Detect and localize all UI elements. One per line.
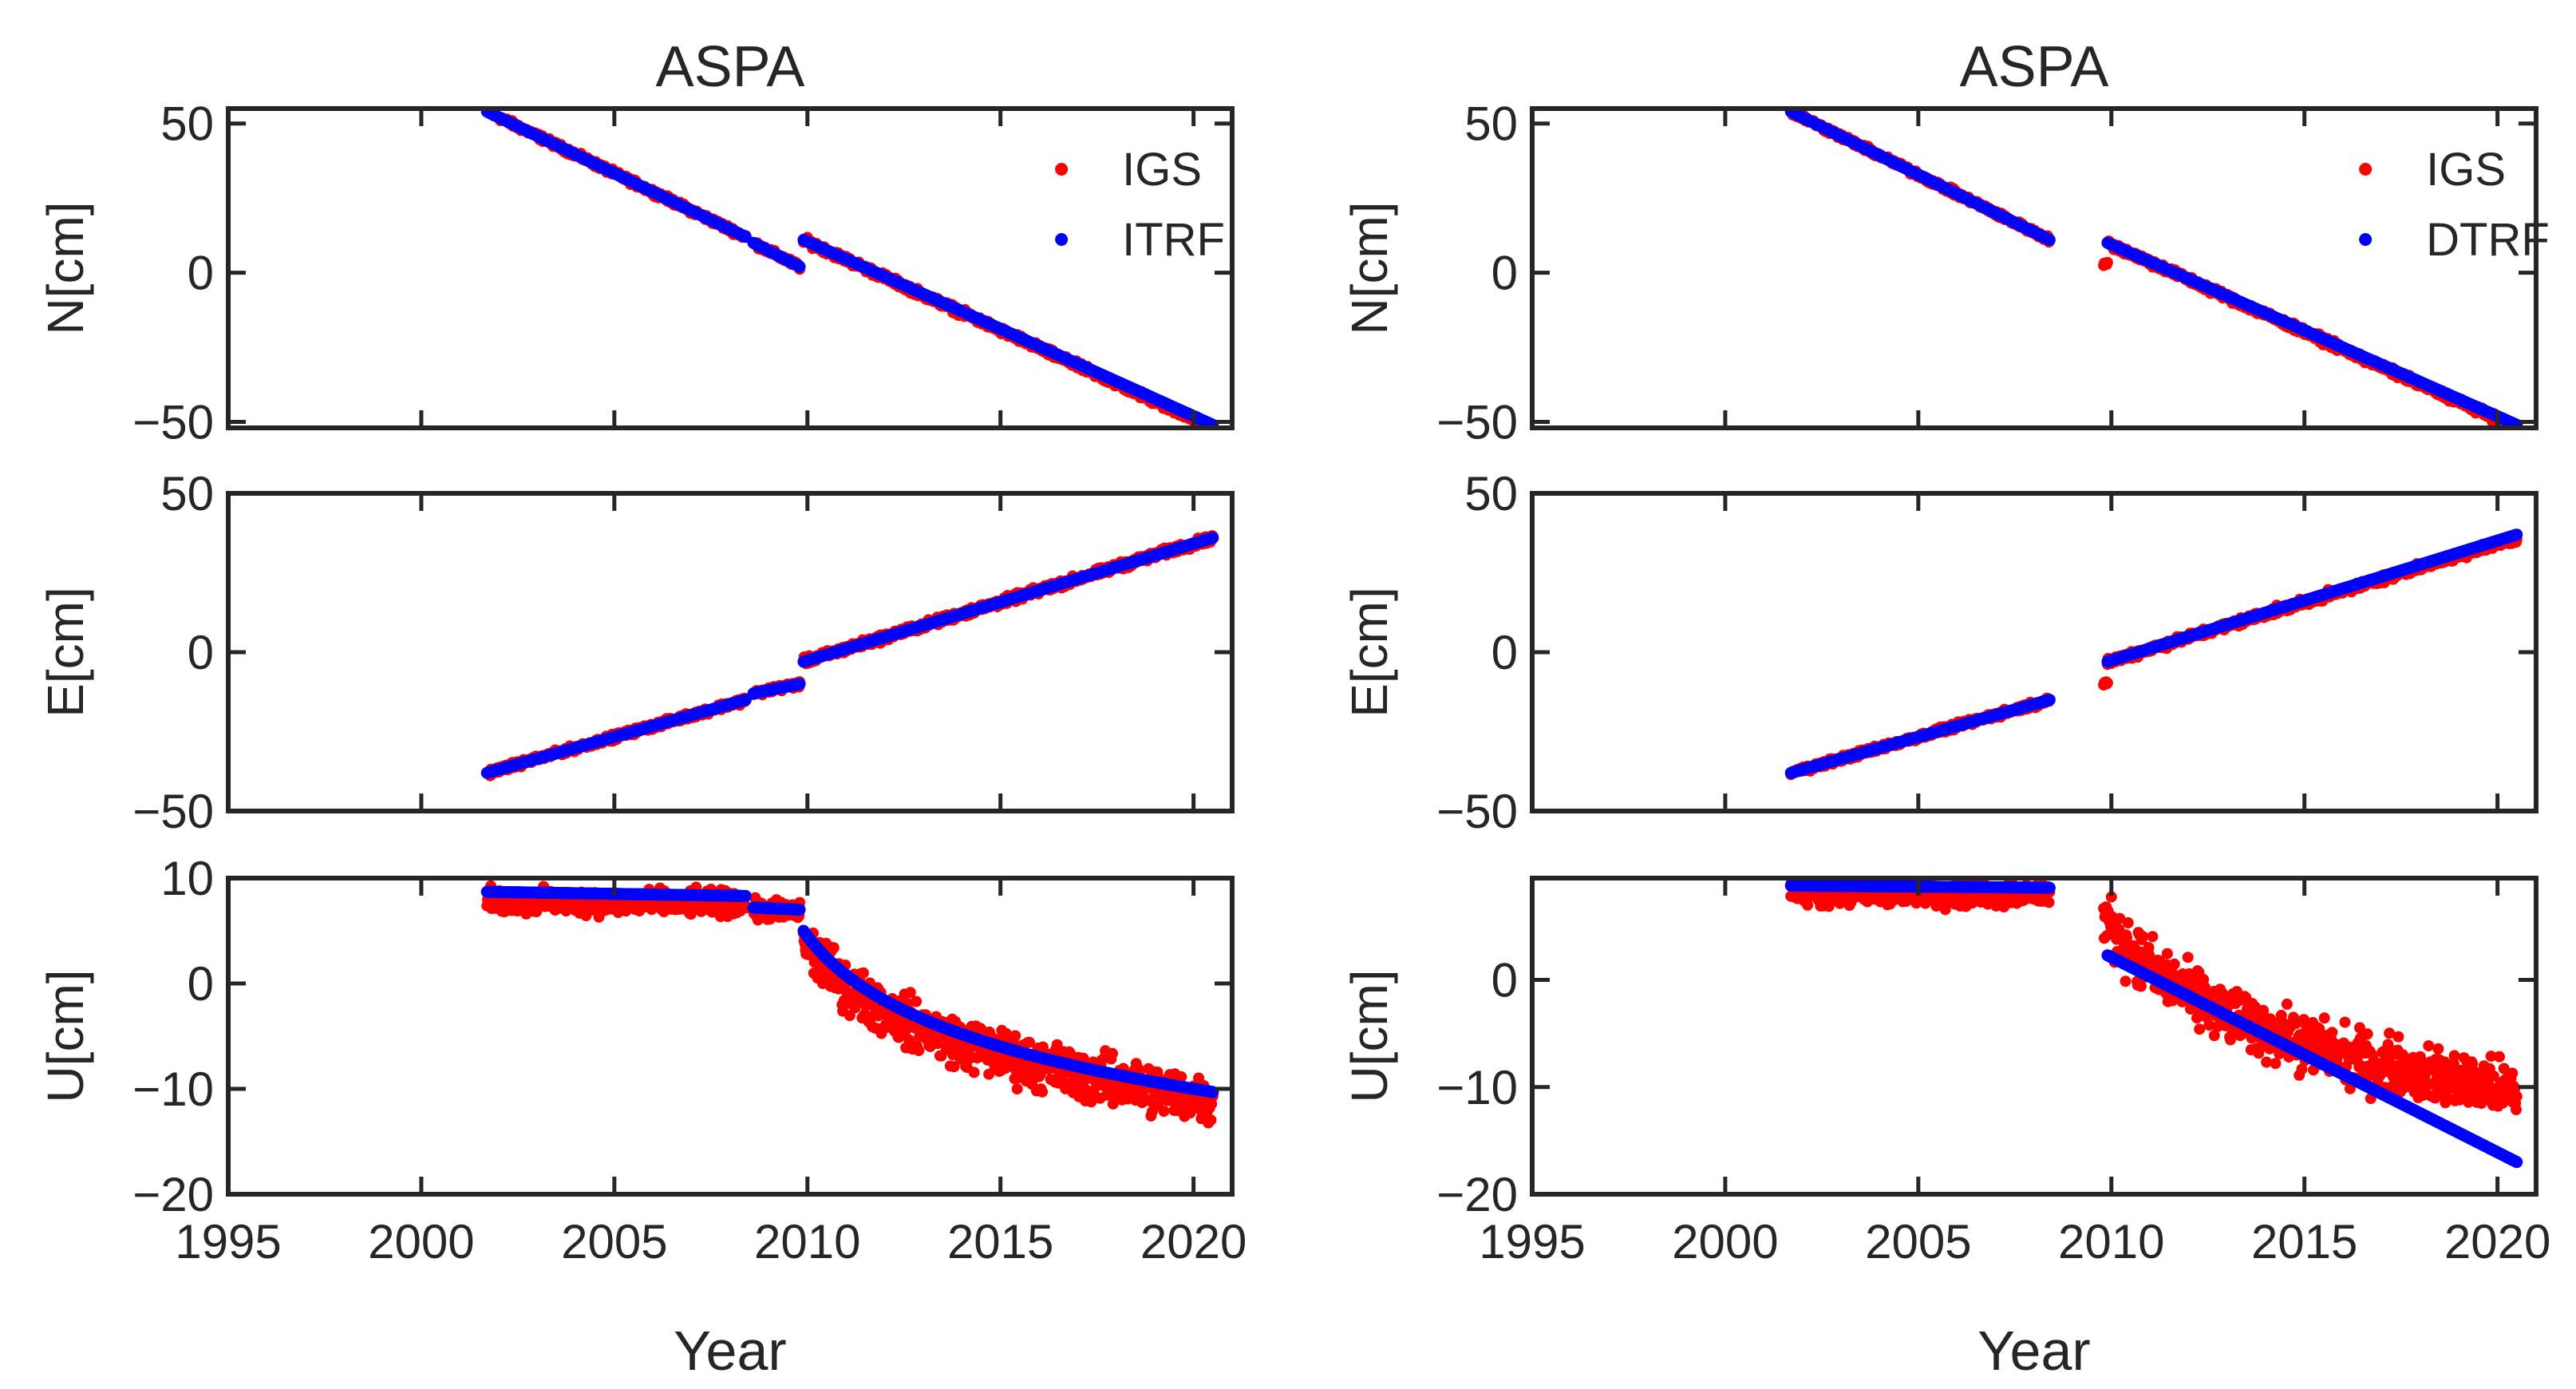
series-igs bbox=[481, 880, 1219, 1129]
point-igs bbox=[828, 942, 840, 954]
point-igs bbox=[857, 967, 869, 979]
series-itrf bbox=[480, 532, 1219, 779]
point-igs bbox=[911, 995, 923, 1007]
chart-title: ASPA bbox=[656, 35, 805, 99]
subplot-ncm: 50 0 −50 N[cm] IGS ITRF bbox=[37, 97, 1235, 449]
data-points bbox=[480, 530, 1219, 782]
chart-1: ASPA 50 0 −50 N[cm] IGS ITRF 50 0 −50 E[cm] 100−10−… bbox=[37, 35, 1247, 1382]
y-tick-label: 50 bbox=[160, 467, 214, 520]
chart-root: ASPA 50 0 −50 N[cm] IGS ITRF 50 0 −50 E[cm] 100−10−… bbox=[37, 35, 2550, 1382]
y-tick-label: −50 bbox=[132, 785, 214, 838]
legend-label: ITRF bbox=[1122, 214, 1225, 266]
y-tick-label: −50 bbox=[132, 396, 214, 449]
series-igs bbox=[481, 109, 1219, 428]
y-tick-label: 50 bbox=[160, 97, 214, 151]
data-points bbox=[480, 880, 1219, 1129]
legend-marker-igs bbox=[1055, 163, 1069, 176]
axes-frame bbox=[226, 491, 1235, 813]
point-itrf bbox=[793, 678, 806, 691]
subplot-ecm: 50 0 −50 E[cm] bbox=[37, 467, 1235, 838]
data-points bbox=[480, 109, 1219, 428]
legend: IGS ITRF bbox=[1055, 144, 1225, 266]
point-igs bbox=[913, 1045, 925, 1056]
axes-frame bbox=[226, 106, 1235, 430]
y-axis-label: E[cm] bbox=[37, 587, 94, 718]
point-itrf bbox=[793, 260, 806, 273]
y-axis-label: N[cm] bbox=[37, 201, 94, 334]
legend-marker-itrf bbox=[1055, 233, 1069, 246]
point-itrf bbox=[1207, 532, 1219, 544]
point-igs bbox=[904, 987, 916, 999]
legend-label: IGS bbox=[1122, 144, 1202, 196]
y-tick-label: 0 bbox=[188, 247, 214, 300]
y-tick-label: 0 bbox=[188, 626, 214, 679]
point-igs bbox=[903, 1034, 915, 1046]
